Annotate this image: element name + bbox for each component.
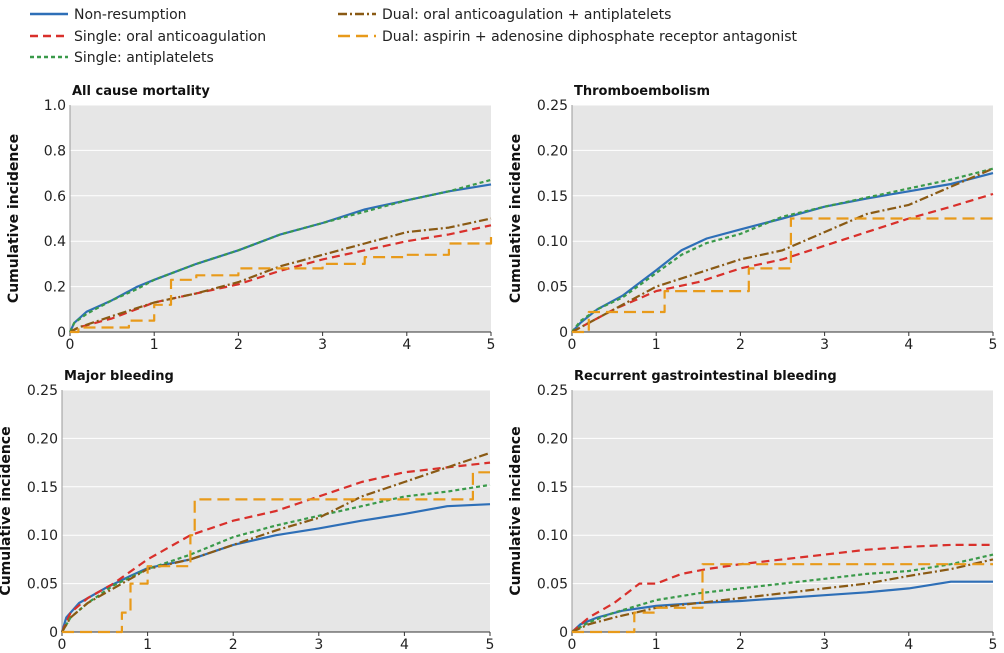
- x-tick-label: 3: [820, 637, 829, 653]
- x-tick-label: 1: [143, 637, 152, 653]
- legend-label: Dual: aspirin + adenosine diphosphate re…: [382, 29, 798, 45]
- legend-label: Single: antiplatelets: [74, 50, 214, 66]
- legend-label: Non-resumption: [74, 7, 187, 23]
- x-tick-label: 4: [904, 337, 913, 353]
- plot-area: [572, 390, 993, 632]
- y-tick-label: 0.15: [537, 480, 568, 496]
- y-axis-label: Cumulative incidence: [508, 426, 524, 595]
- legend-label: Single: oral anticoagulation: [74, 29, 266, 45]
- x-tick-label: 0: [58, 637, 67, 653]
- y-tick-label: 0.25: [537, 98, 568, 114]
- x-tick-label: 2: [229, 637, 238, 653]
- y-tick-label: 1.0: [44, 98, 66, 114]
- y-tick-label: 0: [559, 625, 568, 641]
- x-tick-label: 4: [400, 637, 409, 653]
- x-tick-label: 1: [652, 337, 661, 353]
- y-tick-label: 0.20: [537, 431, 568, 447]
- panels: 0 0.2 0.4 0.6 0.8 1.0 0 1 2 3 4 5 All cause mortalit…: [0, 84, 997, 653]
- legend-entry-single-oral-anticoagulation: Single: oral anticoagulation: [30, 29, 266, 45]
- y-axis-label: Cumulative incidence: [0, 426, 14, 595]
- y-tick-label: 0: [559, 325, 568, 341]
- y-axis-label: Cumulative incidence: [6, 134, 22, 303]
- x-tick-label: 0: [568, 637, 577, 653]
- y-tick-label: 0.10: [27, 528, 58, 544]
- series-line-non-resumption: [571, 580, 993, 633]
- series-line-single-antiplatelets: [571, 553, 994, 633]
- panel-recurrent-gastrointestinal-bleeding: 0 0.05 0.10 0.15 0.20 0.25 0 1 2 3 4 5 Recurrent gas…: [508, 369, 997, 653]
- y-tick-label: 0.05: [537, 577, 568, 593]
- legend-entry-dual-aspirin-adenosine-diphosphate-receptor-antagonist: Dual: aspirin + adenosine diphosphate re…: [338, 29, 798, 45]
- series-line-dual-aspirin-adenosine-diphosphate-receptor-antagonist: [62, 471, 490, 634]
- series-line-dual-oral-anticoagulation-antiplatelets: [69, 217, 492, 333]
- x-tick-label: 5: [989, 337, 998, 353]
- series-line-single-antiplatelets: [69, 178, 492, 333]
- x-tick-label: 2: [234, 337, 243, 353]
- panel-title: Major bleeding: [64, 369, 174, 384]
- y-tick-label: 0.05: [537, 280, 568, 296]
- y-tick-label: 0.10: [537, 528, 568, 544]
- x-tick-label: 3: [314, 637, 323, 653]
- x-tick-label: 3: [820, 337, 829, 353]
- y-tick-label: 0.10: [537, 234, 568, 250]
- y-tick-label: 0.20: [537, 143, 568, 159]
- series-line-dual-oral-anticoagulation-antiplatelets: [61, 451, 491, 633]
- series-line-single-oral-anticoagulation: [69, 224, 492, 333]
- y-tick-label: 0.20: [27, 431, 58, 447]
- x-tick-label: 2: [736, 337, 745, 353]
- y-tick-label: 0.25: [537, 383, 568, 399]
- series-line-single-antiplatelets: [571, 167, 994, 333]
- y-tick-label: 0.8: [44, 143, 66, 159]
- series-line-single-oral-anticoagulation: [60, 461, 491, 633]
- y-tick-label: 0: [49, 625, 58, 641]
- panel-title: All cause mortality: [72, 84, 210, 99]
- x-tick-label: 0: [568, 337, 577, 353]
- legend-label: Dual: oral anticoagulation + antiplatele…: [382, 7, 671, 23]
- series-line-non-resumption: [571, 172, 994, 333]
- panel-title: Thromboembolism: [574, 84, 710, 99]
- x-tick-label: 1: [150, 337, 159, 353]
- y-tick-label: 0: [57, 325, 66, 341]
- legend: Non-resumption Single: oral anticoagulati…: [30, 7, 798, 66]
- legend-entry-dual-oral-anticoagulation-antiplatelets: Dual: oral anticoagulation + antiplatele…: [338, 7, 671, 23]
- x-tick-label: 1: [652, 637, 661, 653]
- x-tick-label: 0: [66, 337, 75, 353]
- x-tick-label: 2: [736, 637, 745, 653]
- x-tick-label: 3: [318, 337, 327, 353]
- series-line-dual-aspirin-adenosine-diphosphate-receptor-antagonist: [70, 232, 493, 334]
- series-line-dual-aspirin-adenosine-diphosphate-receptor-antagonist: [572, 217, 993, 334]
- y-tick-label: 0.4: [44, 234, 66, 250]
- x-tick-label: 5: [486, 637, 495, 653]
- plot-area: [70, 105, 491, 332]
- legend-entry-single-antiplatelets: Single: antiplatelets: [30, 50, 214, 66]
- y-axis-label: Cumulative incidence: [508, 134, 524, 303]
- y-tick-label: 0.6: [44, 189, 66, 205]
- panel-all-cause-mortality: 0 0.2 0.4 0.6 0.8 1.0 0 1 2 3 4 5 All cause mortalit…: [6, 84, 495, 353]
- series-line-dual-aspirin-adenosine-diphosphate-receptor-antagonist: [572, 563, 993, 634]
- series-line-single-antiplatelets: [61, 483, 491, 633]
- y-tick-label: 0.2: [44, 280, 66, 296]
- y-tick-label: 0.15: [27, 480, 58, 496]
- series-line-dual-oral-anticoagulation-antiplatelets: [571, 167, 994, 333]
- y-tick-label: 0.05: [27, 577, 58, 593]
- panel-major-bleeding: 0 0.05 0.10 0.15 0.20 0.25 0 1 2 3 4 5 Major bleedin…: [0, 369, 494, 653]
- panel-thromboembolism: 0 0.05 0.10 0.15 0.20 0.25 0 1 2 3 4 5 Thromboemboli…: [508, 84, 997, 353]
- y-tick-label: 0.15: [537, 189, 568, 205]
- series-line-single-oral-anticoagulation: [571, 543, 993, 633]
- legend-entry-non-resumption: Non-resumption: [30, 7, 187, 23]
- x-tick-label: 5: [487, 337, 496, 353]
- series-line-dual-oral-anticoagulation-antiplatelets: [571, 558, 994, 633]
- y-tick-label: 0.25: [27, 383, 58, 399]
- x-tick-label: 4: [402, 337, 411, 353]
- x-tick-label: 4: [904, 637, 913, 653]
- x-tick-label: 5: [989, 637, 998, 653]
- panel-title: Recurrent gastrointestinal bleeding: [574, 369, 837, 384]
